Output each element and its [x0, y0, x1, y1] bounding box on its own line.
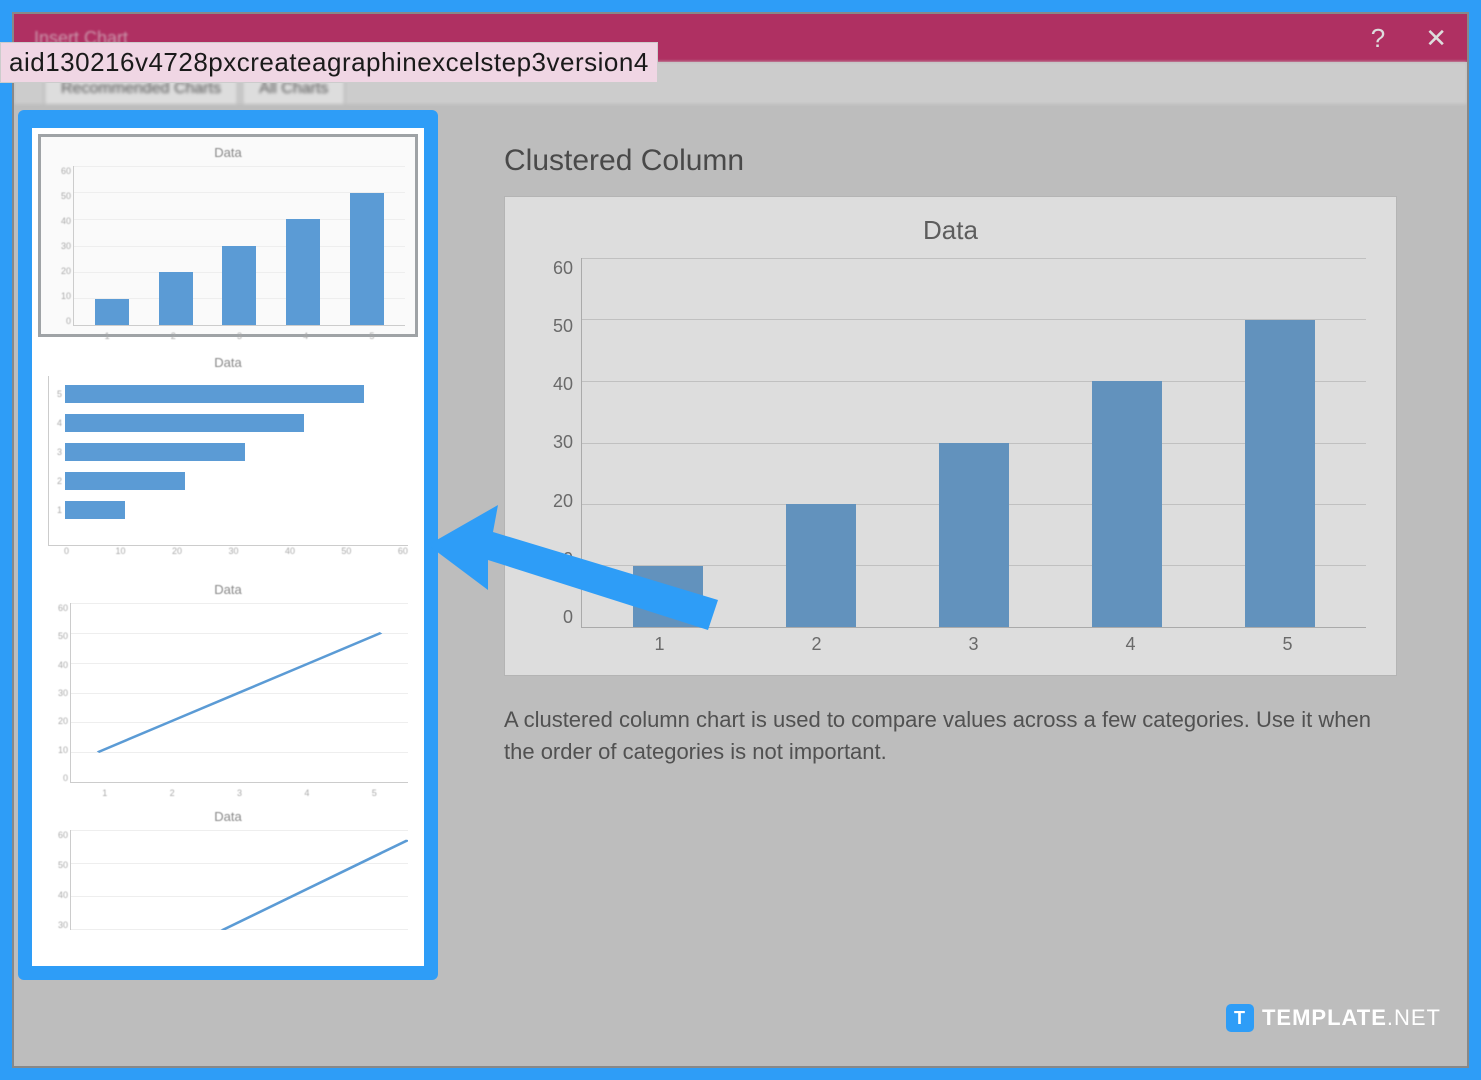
preview-chart: Data 60 50 40 30 20 10 0 [504, 196, 1397, 676]
thumb-clustered-column[interactable]: Data 60 50 40 30 20 10 0 [38, 134, 418, 337]
xtick: 2 [811, 634, 821, 658]
preview-area: Clustered Column Data 60 50 40 30 20 10 … [474, 124, 1427, 1046]
thumbs-scroll[interactable]: Data 60 50 40 30 20 10 0 [32, 128, 424, 966]
preview-bars [582, 258, 1366, 627]
thumb-column-chart: 60 50 40 30 20 10 0 12345 [51, 166, 405, 326]
preview-bar [786, 504, 856, 627]
close-icon[interactable]: ✕ [1425, 23, 1447, 54]
ytick: 30 [535, 432, 573, 453]
preview-plot [581, 258, 1366, 628]
preview-description: A clustered column chart is used to comp… [504, 704, 1397, 768]
ytick: 60 [535, 258, 573, 279]
preview-heading: Clustered Column [504, 144, 1397, 178]
preview-chart-title: Data [535, 215, 1366, 246]
thumb-line-2[interactable]: Data 60 50 40 30 [38, 801, 418, 938]
thumb-line-chart-2: 60 50 40 30 [48, 830, 408, 930]
thumb-title: Data [48, 582, 408, 597]
recommended-charts-panel: Data 60 50 40 30 20 10 0 [18, 110, 438, 980]
watermark: T TEMPLATE.NET [1226, 1004, 1441, 1032]
thumb-line-chart: 60 50 40 30 20 10 0 [48, 603, 408, 783]
help-icon[interactable]: ? [1371, 23, 1385, 54]
window-controls: ? ✕ [1371, 23, 1447, 54]
thumb-title: Data [48, 809, 408, 824]
xtick: 4 [1125, 634, 1135, 658]
preview-xlabels: 1 2 3 4 5 [535, 628, 1366, 658]
xtick: 5 [1282, 634, 1292, 658]
ytick: 50 [535, 316, 573, 337]
preview-bar [939, 443, 1009, 628]
watermark-badge: T [1226, 1004, 1254, 1032]
preview-yaxis: 60 50 40 30 20 10 0 [535, 258, 581, 628]
ytick: 20 [535, 491, 573, 512]
thumb-title: Data [51, 145, 405, 160]
thumb-bar-chart: 54321 0102030405060 [48, 376, 408, 556]
thumb-line[interactable]: Data 60 50 40 30 20 10 0 [38, 574, 418, 791]
ytick: 10 [535, 549, 573, 570]
xtick: 3 [968, 634, 978, 658]
preview-plot-wrap: 60 50 40 30 20 10 0 [535, 258, 1366, 628]
thumb-title: Data [48, 355, 408, 370]
xtick: 1 [654, 634, 664, 658]
overlay-label: aid130216v4728pxcreateagraphinexcelstep3… [0, 42, 658, 83]
watermark-text: TEMPLATE.NET [1262, 1005, 1441, 1031]
thumb-clustered-bar[interactable]: Data 54321 0102030405060 [38, 347, 418, 564]
ytick: 40 [535, 374, 573, 395]
preview-bar [1092, 381, 1162, 627]
ytick: 0 [535, 607, 573, 628]
preview-bar [1245, 320, 1315, 628]
preview-bar [633, 566, 703, 628]
